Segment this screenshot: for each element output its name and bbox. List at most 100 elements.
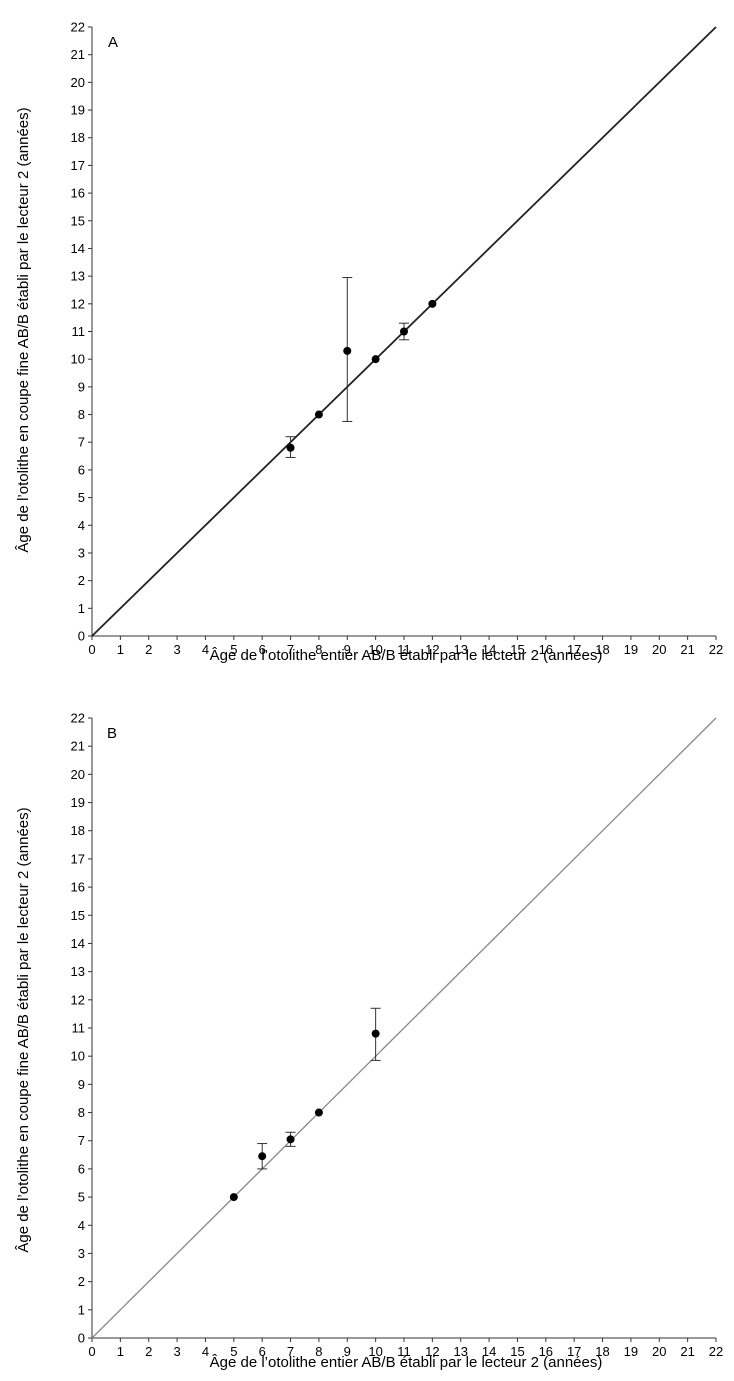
data-point [314, 410, 323, 419]
x-tick-label: 12 [425, 642, 439, 657]
y-tick-label: 11 [72, 1021, 86, 1036]
x-tick-label: 6 [259, 642, 266, 657]
y-tick-label: 5 [78, 1190, 85, 1205]
y-tick-label: 3 [78, 545, 85, 560]
y-tick-label: 19 [71, 795, 85, 810]
x-tick-label: 10 [368, 1344, 382, 1359]
x-tick-label: 11 [397, 1344, 411, 1359]
y-tick-label: 7 [78, 1133, 85, 1148]
x-tick-label: 2 [145, 1344, 152, 1359]
x-tick-label: 13 [453, 1344, 467, 1359]
y-axis-title: Âge de l’otolithe en coupe fine AB/B éta… [15, 807, 32, 1252]
x-tick-label: 3 [173, 642, 180, 657]
y-tick-label: 17 [71, 158, 85, 173]
y-tick-label: 20 [71, 75, 85, 90]
y-tick-label: 13 [71, 964, 85, 979]
x-tick-label: 7 [287, 642, 294, 657]
y-tick-label: 13 [71, 269, 85, 284]
y-tick-label: 1 [78, 601, 85, 616]
data-point [314, 1108, 323, 1117]
y-tick-label: 22 [71, 20, 85, 35]
y-tick-label: 8 [78, 1105, 85, 1120]
x-tick-label: 9 [344, 642, 351, 657]
data-point [371, 355, 380, 364]
x-tick-label: 15 [510, 1344, 524, 1359]
x-tick-label: 3 [173, 1344, 180, 1359]
x-tick-label: 14 [482, 642, 496, 657]
x-tick-label: 11 [397, 642, 411, 657]
x-tick-label: 0 [88, 1344, 95, 1359]
x-axis-title: Âge de l’otolithe entier AB/B établi par… [210, 647, 603, 664]
x-tick-label: 1 [117, 1344, 124, 1359]
y-tick-label: 14 [71, 241, 85, 256]
y-tick-label: 8 [78, 407, 85, 422]
y-tick-label: 14 [71, 936, 85, 951]
x-tick-label: 16 [539, 1344, 553, 1359]
x-tick-label: 17 [567, 1344, 581, 1359]
data-point [400, 327, 408, 336]
data-point [371, 1029, 380, 1038]
x-tick-label: 0 [88, 642, 95, 657]
x-tick-label: 14 [482, 1344, 496, 1359]
panel-label: B [107, 725, 117, 742]
x-tick-label: 5 [230, 1344, 237, 1359]
x-tick-label: 10 [368, 642, 382, 657]
x-tick-label: 1 [117, 642, 124, 657]
y-tick-label: 9 [78, 379, 85, 394]
y-tick-label: 3 [78, 1246, 85, 1261]
y-axis-title: Âge de l’otolithe en coupe fine AB/B éta… [15, 107, 32, 552]
y-tick-label: 2 [78, 573, 85, 588]
x-tick-label: 7 [287, 1344, 294, 1359]
y-tick-label: 4 [78, 1218, 85, 1233]
y-tick-label: 11 [72, 324, 86, 339]
y-tick-label: 16 [71, 186, 85, 201]
y-tick-label: 19 [71, 103, 85, 118]
y-tick-label: 7 [78, 435, 85, 450]
y-tick-label: 12 [71, 296, 85, 311]
x-tick-label: 22 [709, 642, 723, 657]
x-tick-label: 21 [680, 642, 694, 657]
x-tick-label: 8 [315, 1344, 322, 1359]
y-tick-label: 10 [71, 1049, 85, 1064]
panel-a: A Âge de l’otolithe en coupe fine AB/B é… [15, 20, 723, 665]
y-tick-label: 17 [71, 851, 85, 866]
x-tick-label: 18 [595, 1344, 609, 1359]
x-tick-label: 4 [202, 1344, 209, 1359]
x-tick-label: 8 [315, 642, 322, 657]
y-tick-label: 20 [71, 767, 85, 782]
y-tick-label: 6 [78, 1161, 85, 1176]
y-tick-label: 21 [71, 47, 85, 62]
y-tick-label: 15 [71, 213, 85, 228]
x-tick-label: 20 [652, 642, 666, 657]
x-tick-label: 19 [624, 1344, 638, 1359]
reference-line [91, 717, 717, 1339]
x-tick-label: 17 [567, 642, 581, 657]
y-tick-label: 10 [71, 352, 85, 367]
x-tick-label: 16 [539, 642, 553, 657]
y-tick-label: 22 [71, 711, 85, 726]
data-point [286, 1135, 295, 1144]
data-point [428, 299, 437, 308]
x-tick-label: 2 [145, 642, 152, 657]
data-point [229, 1193, 238, 1202]
y-tick-label: 21 [71, 739, 85, 754]
panel-b: B Âge de l’otolithe en coupe fine AB/B é… [15, 711, 723, 1372]
y-tick-label: 15 [71, 908, 85, 923]
y-tick-label: 18 [71, 823, 85, 838]
x-tick-label: 13 [453, 642, 467, 657]
x-tick-label: 15 [510, 642, 524, 657]
y-tick-label: 5 [78, 490, 85, 505]
x-tick-label: 22 [709, 1344, 723, 1359]
y-tick-label: 1 [78, 1302, 85, 1317]
x-tick-label: 19 [624, 642, 638, 657]
x-tick-label: 6 [259, 1344, 266, 1359]
x-tick-label: 18 [595, 642, 609, 657]
x-tick-label: 12 [425, 1344, 439, 1359]
y-tick-label: 2 [78, 1274, 85, 1289]
x-tick-label: 9 [344, 1344, 351, 1359]
y-tick-label: 9 [78, 1077, 85, 1092]
y-tick-label: 6 [78, 462, 85, 477]
y-tick-label: 12 [71, 992, 85, 1007]
data-point [343, 346, 352, 355]
